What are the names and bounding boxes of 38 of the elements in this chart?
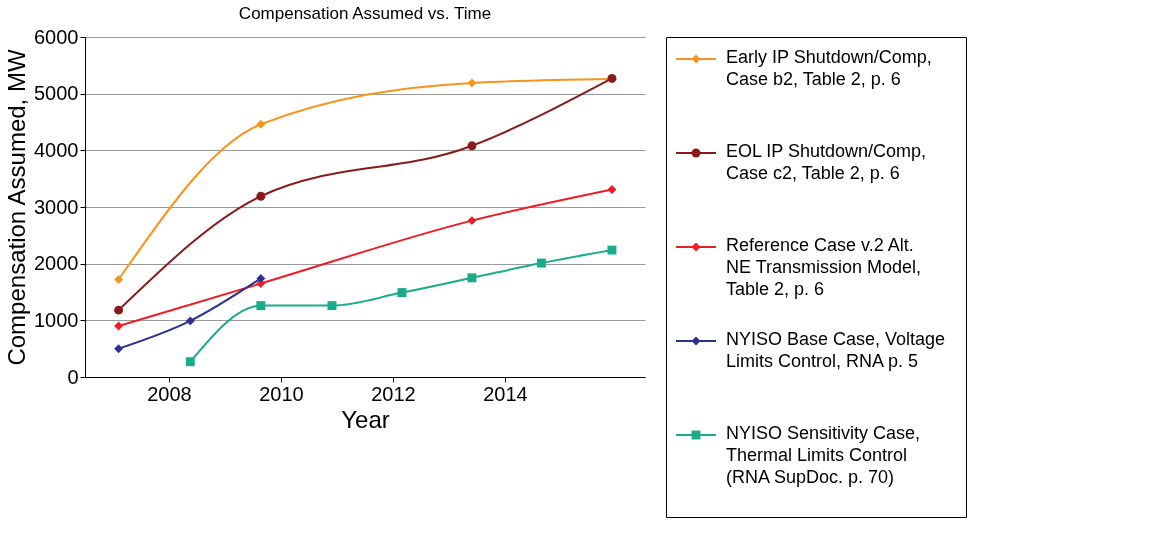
point <box>467 78 477 88</box>
y-tick-label: 1000 <box>34 308 79 331</box>
point <box>607 184 617 194</box>
legend-label: NYISO Sensitivity Case, Thermal Limits Control (RNA SupDoc. p. 70) <box>726 423 921 487</box>
point <box>467 273 477 283</box>
legend-label: Reference Case v.2 Alt. NE Transmission Model, Table 2, p. 6 <box>726 235 922 299</box>
y-tick-label: 3000 <box>34 195 79 218</box>
point <box>114 275 124 285</box>
point <box>256 191 266 201</box>
point <box>185 357 195 367</box>
x-axis-title: Year <box>341 405 390 433</box>
x-tick-label: 2010 <box>259 382 304 405</box>
point <box>467 141 477 151</box>
point <box>114 305 124 315</box>
point <box>256 301 266 311</box>
point <box>256 119 266 129</box>
point <box>114 344 124 354</box>
x-tick-label: 2012 <box>371 382 416 405</box>
y-axis-title: Compensation Assumed, MW <box>3 49 31 366</box>
point <box>467 216 477 226</box>
chart-title: Compensation Assumed vs. Time <box>238 4 492 23</box>
y-tick-label: 4000 <box>34 138 79 161</box>
legend-label: Early IP Shutdown/Comp, Case b2, Table 2, p. 6 <box>726 47 932 89</box>
point <box>185 316 195 326</box>
point <box>536 258 546 268</box>
point <box>256 273 266 283</box>
y-tick-label: 0 <box>67 365 79 388</box>
point <box>327 301 337 311</box>
y-tick-label: 2000 <box>34 252 79 275</box>
point <box>397 288 407 298</box>
x-tick-label: 2014 <box>483 382 528 405</box>
legend-label: NYISO Base Case, Voltage Limits Control, RNA p. 5 <box>726 329 946 371</box>
point <box>607 245 617 255</box>
point <box>114 321 124 331</box>
x-tick-label: 2008 <box>147 382 192 405</box>
y-tick-label: 5000 <box>34 82 79 105</box>
y-tick-label: 6000 <box>34 25 79 48</box>
legend-label: EOL IP Shutdown/Comp, Case c2, Table 2, p. 6 <box>726 141 927 183</box>
